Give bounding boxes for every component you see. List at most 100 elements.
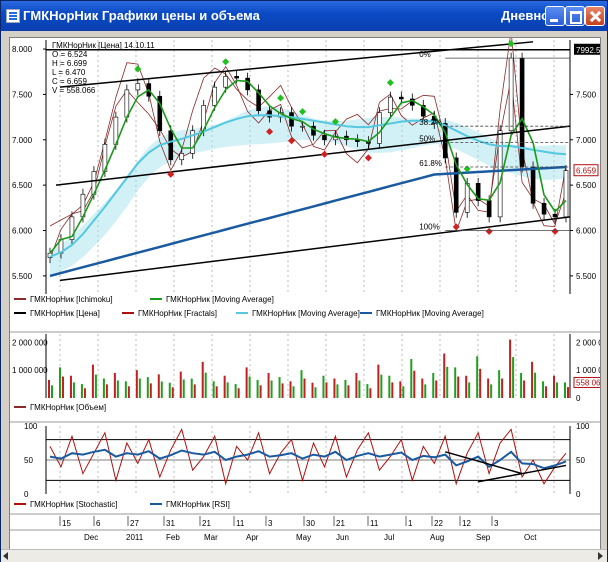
candle-body [157, 95, 163, 132]
candle-body [300, 125, 305, 128]
x-day-label: 11 [236, 519, 245, 528]
last-close-box [573, 164, 599, 177]
x-month-label: 2011 [126, 533, 144, 542]
x-day-label: 1 [408, 519, 413, 528]
candle-body [168, 130, 174, 161]
legend-label: ГМКНорНик [RSI] [166, 500, 230, 509]
fractal-down-marker [320, 150, 328, 158]
y-tick-label-right: 7.500 [576, 90, 597, 99]
legend-label: ГМКНорНик [Moving Average] [252, 309, 360, 318]
trend-channel-lower [59, 216, 571, 282]
x-month-label: Mar [204, 533, 218, 542]
candle-body [552, 213, 558, 218]
candle-body [519, 57, 525, 168]
y-tick-label-left: 6.000 [12, 227, 33, 236]
y-tick-label-left: 7.000 [12, 136, 33, 145]
trend-channel-upper [59, 41, 534, 88]
title-bar[interactable]: ГМКНорНик Графики цены и объема Дневной [1, 1, 607, 31]
fib-level-label: 100% [419, 223, 439, 232]
scroll-right-arrow-icon[interactable] [598, 552, 603, 560]
fractal-up-marker [386, 79, 394, 87]
fib-level-label: 61.8% [419, 159, 442, 168]
window-title: ГМКНорНик Графики цены и объема [23, 8, 260, 23]
fractal-down-marker [266, 128, 274, 136]
x-day-label: 6 [96, 519, 101, 528]
oscillator-y-tick-label-right: 100 [576, 422, 590, 431]
candle-body [377, 112, 382, 144]
chart-area[interactable]: 8.000 7.500 7.000 6.500 6.000 5.500 7.500 7.000… [9, 30, 608, 551]
volume-y-tick-label-left: 2 000 000 [12, 338, 48, 347]
candle-body [234, 75, 239, 79]
info-value: L = 6.470 [52, 68, 86, 77]
x-month-label: Aug [430, 533, 444, 542]
candle-body [508, 57, 514, 132]
candle-body [267, 110, 272, 118]
moving-average-long-line [49, 165, 567, 278]
y-tick-label-left: 8.000 [12, 45, 33, 54]
maximize-button[interactable] [565, 6, 585, 26]
moving-average-mid-line [49, 114, 567, 258]
y-tick-label-right: 6.500 [576, 181, 597, 190]
y-tick-label-right: 6.000 [576, 227, 597, 236]
candle-body [135, 83, 141, 91]
x-day-label: 11 [370, 519, 379, 528]
info-value: C = 6.659 [52, 77, 87, 86]
candle-body [399, 96, 404, 100]
last-close-label: 6.659 [576, 167, 597, 176]
info-value: H = 6.699 [52, 59, 87, 68]
fib-level-label: 0% [419, 50, 431, 59]
candle-body [256, 89, 261, 112]
fractal-up-marker [331, 118, 339, 126]
x-month-label: Dec [84, 533, 98, 542]
fractal-up-marker [299, 108, 307, 116]
x-month-label: Apr [246, 533, 259, 542]
scroll-left-arrow-icon[interactable] [3, 552, 8, 560]
x-month-label: Feb [166, 533, 180, 542]
legend-label: ГМКНорНик [Moving Average] [166, 295, 274, 304]
minimize-button[interactable] [545, 6, 565, 26]
x-month-label: Sep [476, 533, 491, 542]
ichimoku-line [49, 30, 567, 228]
y-tick-label-right: 5.500 [576, 272, 597, 281]
fractal-down-marker [485, 227, 493, 235]
candle-body [322, 134, 327, 141]
current-price-box [574, 43, 602, 55]
x-day-label: 27 [130, 519, 139, 528]
candle-body [190, 130, 196, 154]
oscillator-y-tick-label-left: 50 [24, 456, 33, 465]
chart-svg[interactable]: 8.000 7.500 7.000 6.500 6.000 5.500 7.500 7.000… [10, 30, 608, 550]
x-day-label: 31 [166, 519, 175, 528]
oscillator-y-tick-label-left: 100 [24, 422, 38, 431]
legend-label: ГМКНорНик [Stochastic] [30, 500, 117, 509]
x-day-label: 15 [62, 519, 71, 528]
candle-body [388, 96, 393, 113]
legend-label: ГМКНорНик [Fractals] [138, 309, 217, 318]
period-selector[interactable]: Дневной [501, 8, 558, 23]
close-button[interactable] [585, 6, 605, 26]
fractal-down-marker [364, 154, 372, 162]
x-day-label: 3 [494, 519, 499, 528]
volume-y-tick-label-right: 1 000 000 [576, 366, 600, 375]
oscillator-y-tick-label-right: 0 [576, 490, 581, 499]
fractal-down-marker [551, 227, 559, 235]
candle-body [420, 105, 426, 117]
rsi-line [49, 448, 567, 470]
fractal-down-marker [452, 223, 460, 231]
y-tick-label-left: 5.500 [12, 272, 33, 281]
current-price-label: 7992.50 [576, 46, 600, 55]
y-tick-label-left: 6.500 [12, 181, 33, 190]
legend-label: ГМКНорНик [Объем] [30, 403, 106, 412]
legend-label: ГМКНорНик [Ichimoku] [30, 295, 113, 304]
info-value: V = 558.066 [52, 86, 96, 95]
candle-body [541, 202, 547, 215]
fractal-up-marker [277, 94, 285, 102]
fib-level-label: 38.2% [419, 118, 442, 127]
horizontal-scrollbar[interactable] [1, 549, 607, 562]
x-month-label: Jun [336, 533, 349, 542]
info-title: ГМКНорНик [Цена] 14.10.11 [52, 41, 155, 50]
candle-body [464, 183, 470, 213]
fractal-up-marker [222, 58, 230, 66]
legend-label: ГМКНорНик [Цена] [30, 309, 100, 318]
x-month-label: Oct [524, 533, 537, 542]
last-volume-label: 558 066 [576, 378, 600, 387]
